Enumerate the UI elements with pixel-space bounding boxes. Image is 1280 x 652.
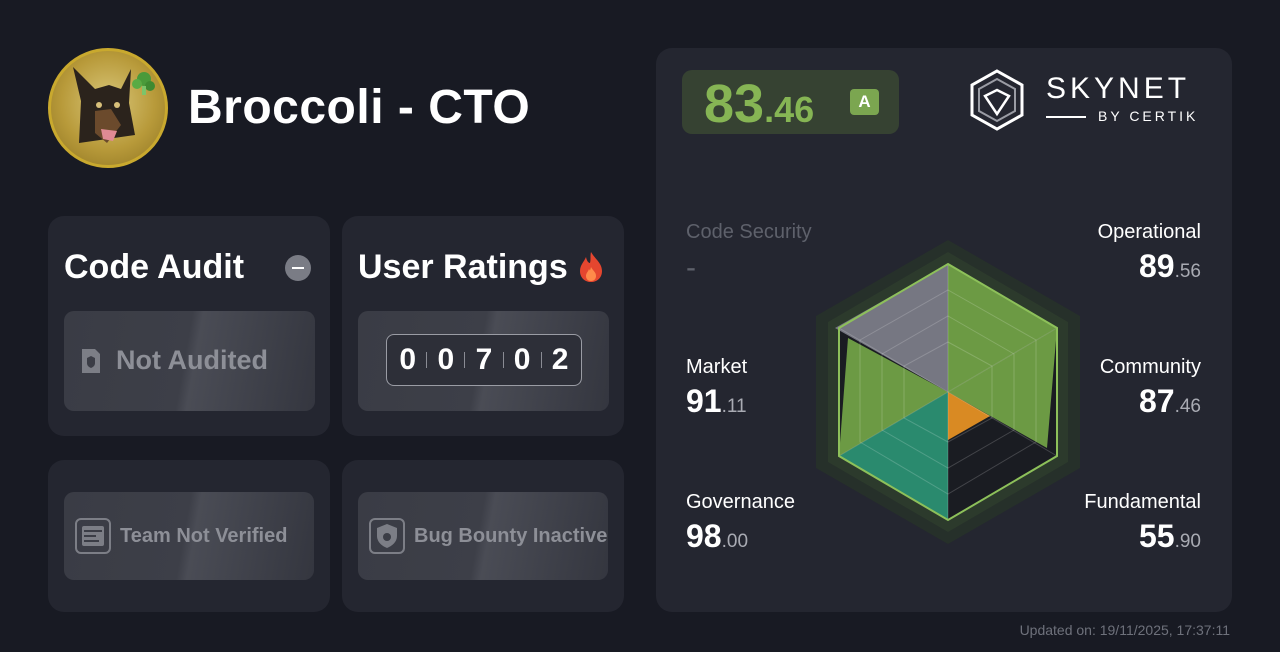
governance-label: Governance (686, 491, 795, 513)
audit-status-box: Not Audited (64, 311, 315, 411)
code-security-value: - (686, 251, 696, 284)
security-score-panel: 83.46 A SKYNET BY CERTIK (656, 48, 1232, 612)
digit-separator (540, 352, 542, 368)
code-security-label: Code Security (686, 221, 812, 243)
market-label: Market (686, 356, 748, 378)
operational-dec: .56 (1174, 261, 1201, 282)
audit-status-text: Not Audited (116, 345, 268, 375)
project-avatar (48, 48, 168, 168)
bug-bounty-status-box: Bug Bounty Inactive (358, 492, 608, 580)
counter-digit: 2 (551, 343, 569, 376)
ratings-counter: 0 0 7 0 2 (386, 334, 582, 386)
bug-bounty-card: Bug Bounty Inactive (342, 460, 624, 612)
ratings-counter-box: 0 0 7 0 2 (358, 311, 609, 411)
operational-value: 89.56 (1139, 248, 1201, 285)
team-status-box: Team Not Verified (64, 492, 314, 580)
score-integer: 83 (704, 74, 765, 134)
team-card: Team Not Verified (48, 460, 330, 612)
team-status-text: Team Not Verified (120, 525, 288, 547)
code-audit-card: Code Audit Not Audited (48, 216, 330, 436)
brand-name: SKYNET (1046, 72, 1191, 105)
governance-dec: .00 (721, 531, 749, 552)
governance-int: 98 (686, 518, 722, 554)
governance-value: 98.00 (686, 518, 748, 555)
shield-bug-icon (369, 518, 405, 554)
operational-label: Operational (1097, 221, 1201, 243)
fundamental-value: 55.90 (1139, 518, 1201, 555)
brand-divider (1046, 116, 1086, 118)
brand-subtitle: BY CERTIK (1098, 108, 1199, 124)
counter-digit: 0 (399, 343, 417, 376)
project-title: Broccoli - CTO (188, 81, 531, 134)
digit-separator (464, 352, 466, 368)
grade-badge: A (850, 89, 879, 115)
market-value: 91.11 (686, 383, 747, 420)
id-card-icon (75, 518, 111, 554)
community-int: 87 (1138, 383, 1175, 419)
counter-digit: 0 (513, 343, 531, 376)
skynet-logo-icon (970, 69, 1024, 131)
fundamental-int: 55 (1138, 518, 1175, 554)
market-dec: .11 (721, 396, 747, 417)
community-label: Community (1099, 356, 1201, 378)
document-shield-icon (82, 349, 100, 373)
security-score-box: 83.46 A (682, 70, 899, 134)
operational-int: 89 (1138, 248, 1175, 284)
dog-logo-icon (73, 67, 155, 143)
code-audit-title: Code Audit (64, 248, 245, 286)
digit-separator (426, 352, 428, 368)
counter-digit: 0 (437, 343, 455, 376)
score-radar-chart (816, 240, 1080, 544)
counter-digit: 7 (475, 343, 493, 376)
bug-bounty-status-text: Bug Bounty Inactive (414, 525, 608, 547)
updated-timestamp: Updated on: 19/11/2025, 17:37:11 (1019, 622, 1230, 638)
digit-separator (502, 352, 504, 368)
fundamental-label: Fundamental (1084, 491, 1201, 513)
fire-icon (580, 252, 602, 282)
user-ratings-title: User Ratings (358, 248, 568, 286)
score-decimal: .46 (764, 89, 815, 130)
community-value: 87.46 (1139, 383, 1201, 420)
fundamental-dec: .90 (1174, 531, 1201, 552)
user-ratings-card: User Ratings 0 0 7 0 2 (342, 216, 624, 436)
market-int: 91 (686, 383, 722, 419)
community-dec: .46 (1174, 396, 1201, 417)
minus-circle-icon (285, 255, 311, 281)
security-score: 83.46 (704, 73, 814, 135)
